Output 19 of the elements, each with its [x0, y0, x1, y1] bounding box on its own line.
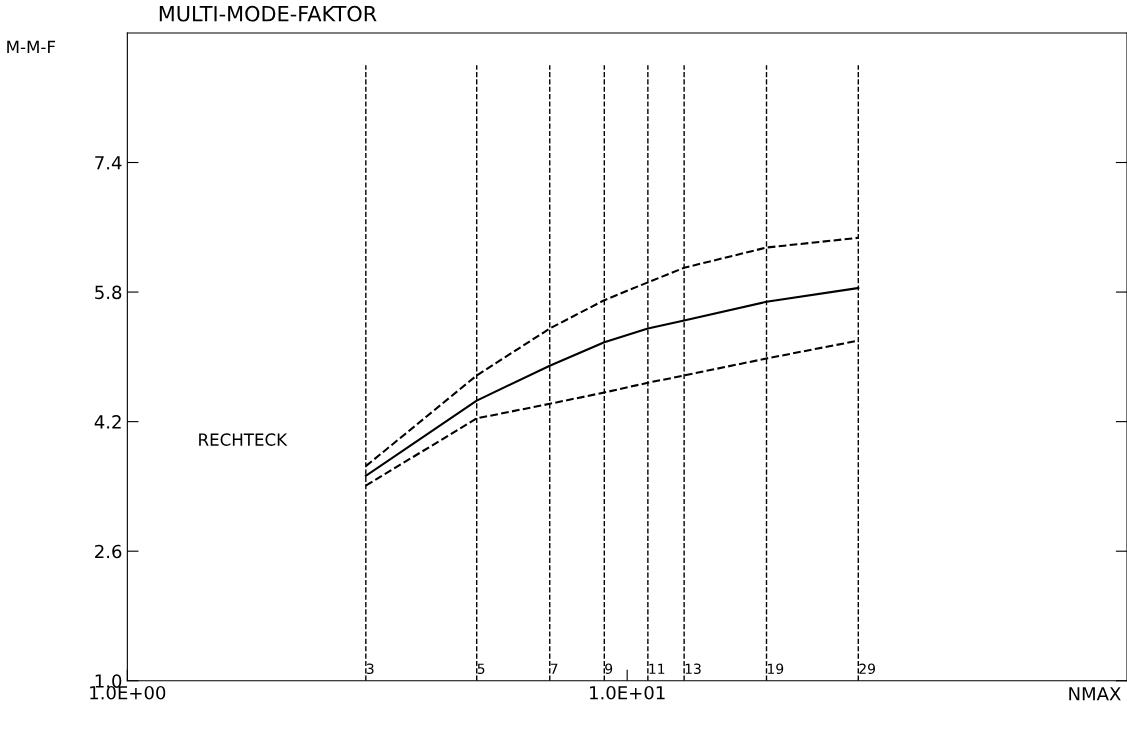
- ref-line-label: 7: [550, 663, 558, 674]
- ref-line-label: 3: [366, 663, 374, 675]
- x-axis-title: NMAX: [1069, 687, 1121, 701]
- y-tick-label: 5.8: [95, 285, 122, 300]
- ref-line-label: 29: [859, 663, 875, 675]
- chart-title: MULTI-MODE-FAKTOR: [159, 5, 377, 22]
- annotation: RECHTECK: [199, 433, 288, 446]
- y-tick-label: 4.2: [94, 415, 121, 429]
- ref-line-label: 9: [605, 663, 613, 675]
- x-tick-label: 1.0E+00: [90, 685, 166, 700]
- ref-line-label: 5: [477, 663, 485, 675]
- y-axis-title: M-M-F: [7, 40, 56, 53]
- x-tick-label: 1.0E+01: [590, 685, 665, 700]
- ref-line-label: 13: [685, 663, 701, 675]
- y-tick-label: 1.0: [95, 674, 122, 688]
- ref-line-label: 11: [649, 663, 665, 674]
- ref-line-label: 19: [768, 663, 784, 675]
- y-tick-label: 2.6: [95, 544, 122, 559]
- y-tick-label: 7.4: [95, 156, 122, 170]
